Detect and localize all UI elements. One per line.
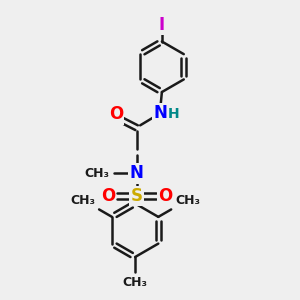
- Text: H: H: [168, 107, 180, 121]
- Text: CH₃: CH₃: [175, 194, 200, 207]
- Text: N: N: [130, 164, 144, 182]
- Text: CH₃: CH₃: [70, 194, 95, 207]
- Text: I: I: [159, 16, 165, 34]
- Text: O: O: [101, 187, 115, 205]
- Text: N: N: [154, 104, 167, 122]
- Text: CH₃: CH₃: [123, 276, 148, 289]
- Text: CH₃: CH₃: [84, 167, 109, 180]
- Text: O: O: [109, 105, 123, 123]
- Text: S: S: [130, 187, 142, 205]
- Text: O: O: [158, 187, 172, 205]
